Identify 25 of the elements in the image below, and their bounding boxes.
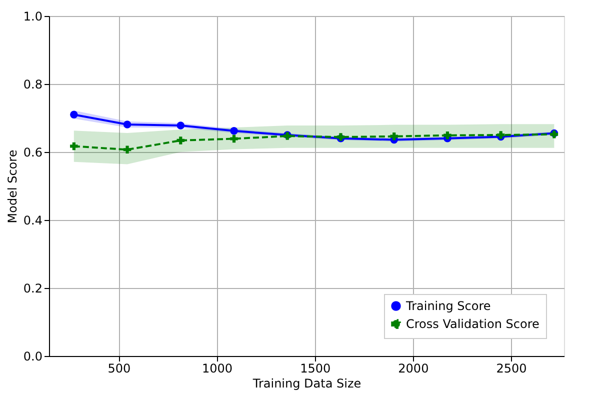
x-tick-label: 500 [108,362,131,376]
x-tick-label: 2500 [496,362,527,376]
legend-label: Cross Validation Score [406,317,540,331]
x-tick-label: 2000 [398,362,429,376]
point [70,110,78,118]
point [230,134,238,143]
y-tick-label: 0.0 [23,350,42,364]
point [70,142,78,150]
x-tick-label: 1000 [202,362,233,376]
y-tick-label: 0.8 [23,78,42,92]
legend-label: Training Score [405,299,491,313]
x-tick-label: 1500 [300,362,331,376]
y-tick-label: 1.0 [23,10,42,24]
y-tick-label: 0.2 [23,282,42,296]
point [123,120,132,128]
point [444,131,452,140]
point [123,146,132,154]
point [390,132,398,140]
point [230,127,238,135]
x-axis-title: Training Data Size [252,376,362,390]
y-tick-label: 0.6 [23,146,42,160]
point [176,136,185,144]
y-axis-title: Model Score [5,150,20,224]
y-tick-label: 0.4 [23,214,42,228]
point [176,122,185,130]
